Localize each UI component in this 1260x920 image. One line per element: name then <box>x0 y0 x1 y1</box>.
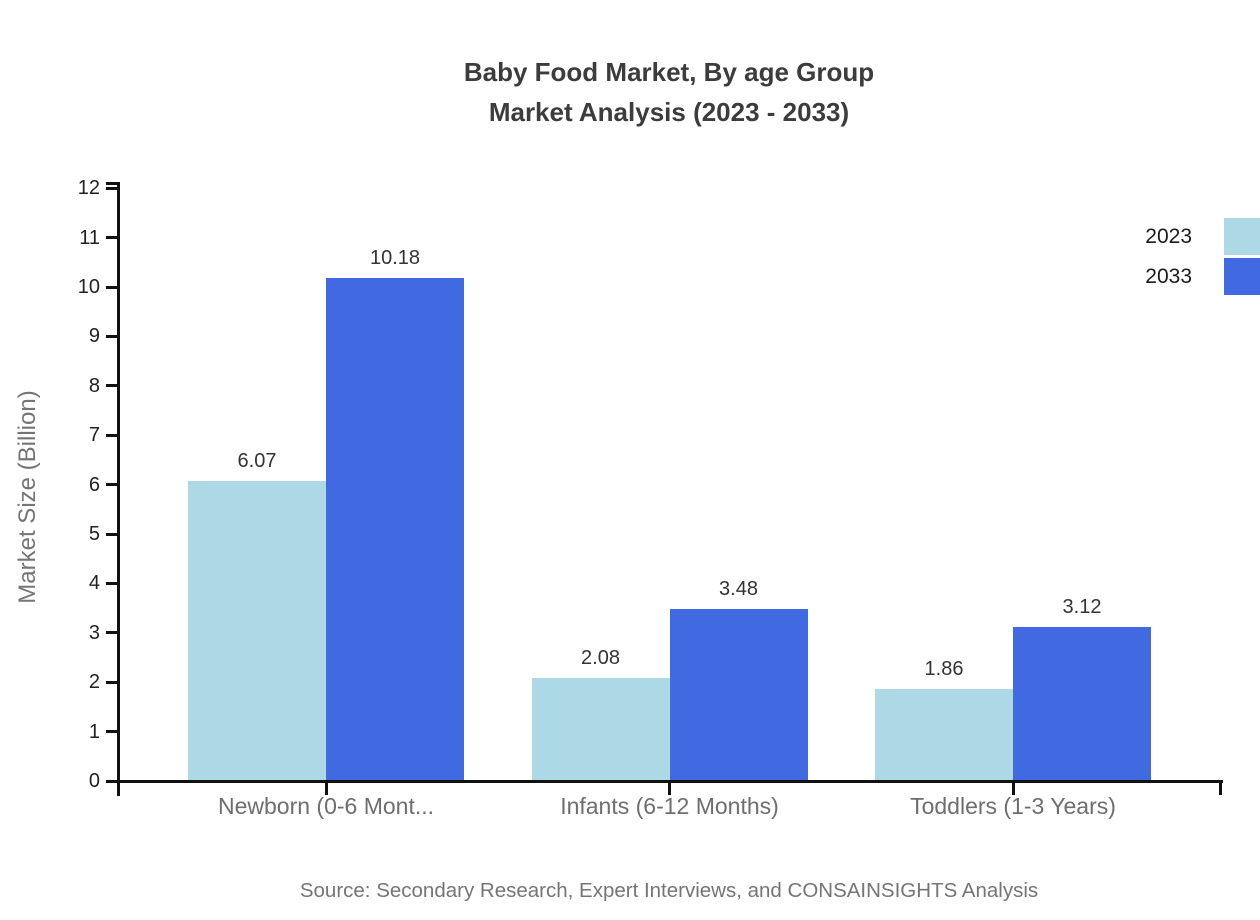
legend-item-2033: 2033 <box>1145 258 1260 295</box>
y-tick-label: 10 <box>77 276 100 298</box>
y-tick <box>106 483 119 487</box>
y-tick-label: 9 <box>88 325 100 348</box>
y-tick-label: 2 <box>88 671 100 694</box>
y-axis-endcap-tick <box>106 182 120 185</box>
legend-swatch <box>1224 218 1260 255</box>
y-tick-label: 11 <box>79 226 100 249</box>
y-tick-label: 4 <box>88 572 100 595</box>
y-tick <box>106 285 119 289</box>
bar-2033-2 <box>669 609 808 781</box>
y-tick-label: 3 <box>88 621 100 644</box>
bar-value-label: 10.18 <box>369 247 421 270</box>
bar-2023-3 <box>875 689 1013 781</box>
y-tick <box>106 581 119 585</box>
bar-2023-2 <box>531 678 670 781</box>
bar-2033-1 <box>326 278 464 781</box>
bar-2033-3 <box>1013 626 1151 781</box>
bar-value-label: 3.48 <box>719 578 758 601</box>
y-tick <box>106 680 119 684</box>
source-note: Source: Secondary Research, Expert Inter… <box>299 879 1039 902</box>
y-tick-label: 0 <box>88 770 100 792</box>
bar-value-label: 6.07 <box>237 450 277 473</box>
x-category-label: Toddlers (1-3 Years) <box>910 793 1116 819</box>
y-tick <box>106 433 119 437</box>
legend-label: 2033 <box>1145 264 1192 288</box>
y-tick <box>106 730 119 734</box>
y-tick-label: 8 <box>88 374 100 397</box>
y-tick <box>106 631 119 635</box>
x-tick <box>1011 781 1015 795</box>
y-tick-label: 7 <box>88 424 100 447</box>
x-category-label: Newborn (0-6 Mont... <box>217 793 435 819</box>
x-tick <box>324 781 328 795</box>
chart-title-line1: Baby Food Market, By age Group <box>463 57 875 87</box>
x-tick <box>668 781 671 795</box>
chart-title: Baby Food Market, By age Group Market An… <box>464 52 874 132</box>
y-axis-line <box>117 182 120 796</box>
legend: 2023 2033 <box>1145 218 1260 298</box>
y-tick-label: 12 <box>77 177 100 200</box>
x-axis-line <box>108 780 1223 783</box>
y-tick <box>106 532 119 536</box>
bar-value-label: 2.08 <box>581 647 620 670</box>
y-tick-label: 1 <box>88 720 100 743</box>
x-axis-endcap-tick <box>1219 781 1222 795</box>
y-tick <box>106 186 119 190</box>
legend-item-2023: 2023 <box>1145 218 1260 255</box>
legend-label: 2023 <box>1145 224 1192 248</box>
legend-swatch <box>1224 258 1260 295</box>
y-tick <box>106 384 119 388</box>
bar-value-label: 3.12 <box>1062 595 1102 618</box>
y-tick <box>106 334 119 338</box>
y-tick-label: 5 <box>88 523 100 545</box>
x-category-label: Infants (6-12 Months) <box>560 793 779 819</box>
y-tick <box>106 236 119 240</box>
bar-value-label: 1.86 <box>924 658 964 681</box>
y-axis-title: Market Size (Billion) <box>14 390 41 604</box>
chart-title-line2: Market Analysis (2023 - 2033) <box>488 97 850 127</box>
bar-2023-1 <box>188 481 326 781</box>
y-tick-label: 6 <box>88 473 100 496</box>
